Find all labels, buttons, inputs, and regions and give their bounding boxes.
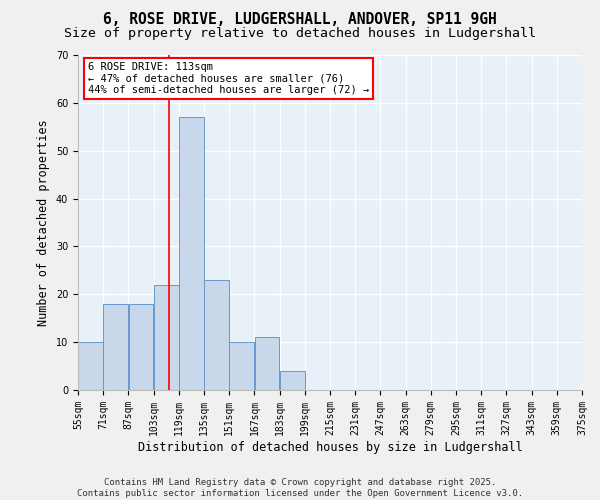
Text: 6, ROSE DRIVE, LUDGERSHALL, ANDOVER, SP11 9GH: 6, ROSE DRIVE, LUDGERSHALL, ANDOVER, SP1… <box>103 12 497 28</box>
Bar <box>229 342 254 390</box>
Bar <box>128 304 154 390</box>
X-axis label: Distribution of detached houses by size in Ludgershall: Distribution of detached houses by size … <box>137 440 523 454</box>
Bar <box>103 304 128 390</box>
Bar <box>179 117 204 390</box>
Y-axis label: Number of detached properties: Number of detached properties <box>37 119 50 326</box>
Bar <box>254 338 280 390</box>
Text: 6 ROSE DRIVE: 113sqm
← 47% of detached houses are smaller (76)
44% of semi-detac: 6 ROSE DRIVE: 113sqm ← 47% of detached h… <box>88 62 370 95</box>
Bar <box>154 284 179 390</box>
Text: Contains HM Land Registry data © Crown copyright and database right 2025.
Contai: Contains HM Land Registry data © Crown c… <box>77 478 523 498</box>
Bar <box>280 371 305 390</box>
Bar <box>78 342 103 390</box>
Bar <box>204 280 229 390</box>
Text: Size of property relative to detached houses in Ludgershall: Size of property relative to detached ho… <box>64 28 536 40</box>
